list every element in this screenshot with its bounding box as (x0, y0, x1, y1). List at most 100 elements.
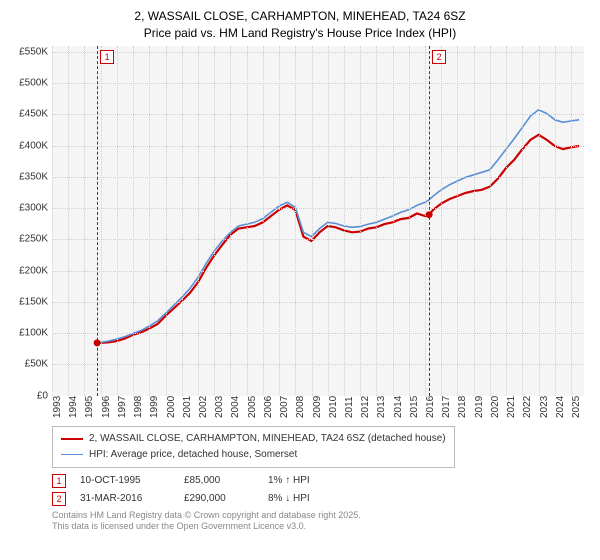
sale-row: 231-MAR-2016£290,0008% ↓ HPI (52, 492, 592, 506)
gridline-v (133, 46, 134, 396)
x-axis: 1993199419951996199719981999200020012002… (52, 396, 584, 420)
gridline-v (328, 46, 329, 396)
sale-row-price: £290,000 (184, 493, 254, 504)
gridline-h (52, 239, 584, 240)
x-tick-label: 2012 (360, 395, 371, 417)
gridline-v (555, 46, 556, 396)
sale-row-date: 31-MAR-2016 (80, 493, 170, 504)
x-tick-label: 2016 (425, 395, 436, 417)
gridline-v (506, 46, 507, 396)
legend-swatch (61, 454, 83, 455)
x-tick-label: 2023 (539, 395, 550, 417)
gridline-h (52, 114, 584, 115)
y-tick-label: £300K (19, 203, 48, 214)
x-tick-label: 2009 (312, 395, 323, 417)
gridline-h (52, 146, 584, 147)
legend-label: 2, WASSAIL CLOSE, CARHAMPTON, MINEHEAD, … (89, 431, 446, 447)
footer-line-2: This data is licensed under the Open Gov… (52, 521, 592, 533)
gridline-v (571, 46, 572, 396)
plot-region: 12 (52, 46, 584, 396)
gridline-v (312, 46, 313, 396)
x-tick-label: 2001 (182, 395, 193, 417)
x-tick-label: 2018 (457, 395, 468, 417)
gridline-v (149, 46, 150, 396)
gridline-v (263, 46, 264, 396)
x-tick-label: 2008 (295, 395, 306, 417)
sale-row-date: 10-OCT-1995 (80, 475, 170, 486)
x-tick-label: 2013 (376, 395, 387, 417)
chart-area: £0 £50K £100K £150K £200K £250K £300K £350K £400… (8, 46, 592, 420)
x-tick-label: 1997 (117, 395, 128, 417)
gridline-v (68, 46, 69, 396)
title-line-1: 2, WASSAIL CLOSE, CARHAMPTON, MINEHEAD, … (8, 8, 592, 25)
gridline-v (84, 46, 85, 396)
chart-container: 2, WASSAIL CLOSE, CARHAMPTON, MINEHEAD, … (0, 0, 600, 560)
gridline-v (101, 46, 102, 396)
gridline-v (441, 46, 442, 396)
y-axis: £0£50K£100K£150K£200K£250K£300K£350K£400… (8, 46, 52, 396)
y-tick-label: £0 (37, 390, 48, 401)
x-tick-label: 1994 (68, 395, 79, 417)
y-tick-label: £150K (19, 296, 48, 307)
x-tick-label: 2010 (328, 395, 339, 417)
y-tick-label: £50K (25, 359, 48, 370)
x-tick-label: 2003 (214, 395, 225, 417)
gridline-v (393, 46, 394, 396)
gridline-v (230, 46, 231, 396)
y-tick-label: £200K (19, 265, 48, 276)
x-tick-label: 1996 (101, 395, 112, 417)
gridline-h (52, 302, 584, 303)
sale-marker-line (429, 46, 430, 396)
y-tick-label: £500K (19, 78, 48, 89)
x-tick-label: 2007 (279, 395, 290, 417)
x-tick-label: 1998 (133, 395, 144, 417)
sale-row-marker: 2 (52, 492, 66, 506)
y-tick-label: £350K (19, 171, 48, 182)
legend-label: HPI: Average price, detached house, Some… (89, 447, 297, 463)
gridline-v (474, 46, 475, 396)
gridline-v (360, 46, 361, 396)
x-tick-label: 1999 (149, 395, 160, 417)
y-tick-label: £100K (19, 328, 48, 339)
x-tick-label: 2022 (522, 395, 533, 417)
sale-row: 1 10-OCT-1995 £85,000 1% ↑ HPI (52, 474, 592, 488)
y-tick-label: £550K (19, 46, 48, 57)
sale-row-price: £85,000 (184, 475, 254, 486)
y-tick-label: £400K (19, 140, 48, 151)
chart-title: 2, WASSAIL CLOSE, CARHAMPTON, MINEHEAD, … (8, 8, 592, 42)
x-tick-label: 2005 (247, 395, 258, 417)
sale-row-marker: 1 (52, 474, 66, 488)
gridline-v (539, 46, 540, 396)
gridline-h (52, 208, 584, 209)
x-tick-label: 2011 (344, 396, 355, 418)
y-tick-label: £450K (19, 109, 48, 120)
x-tick-label: 1993 (52, 395, 63, 417)
gridline-v (344, 46, 345, 396)
gridline-v (490, 46, 491, 396)
gridline-v (198, 46, 199, 396)
gridline-h (52, 52, 584, 53)
sale-marker-label: 2 (432, 50, 446, 64)
gridline-h (52, 271, 584, 272)
x-tick-label: 2024 (555, 395, 566, 417)
x-tick-label: 2002 (198, 395, 209, 417)
gridline-v (182, 46, 183, 396)
gridline-v (409, 46, 410, 396)
gridline-v (376, 46, 377, 396)
x-tick-label: 2004 (230, 395, 241, 417)
x-tick-label: 2020 (490, 395, 501, 417)
title-line-2: Price paid vs. HM Land Registry's House … (8, 25, 592, 42)
legend-item: HPI: Average price, detached house, Some… (61, 447, 446, 463)
gridline-v (279, 46, 280, 396)
gridline-v (522, 46, 523, 396)
gridline-h (52, 333, 584, 334)
y-tick-label: £250K (19, 234, 48, 245)
legend-item: 2, WASSAIL CLOSE, CARHAMPTON, MINEHEAD, … (61, 431, 446, 447)
gridline-v (117, 46, 118, 396)
x-tick-label: 2015 (409, 395, 420, 417)
sale-row-pct: 1% ↑ HPI (268, 475, 358, 486)
gridline-v (166, 46, 167, 396)
gridline-v (214, 46, 215, 396)
gridline-v (457, 46, 458, 396)
footer-line-1: Contains HM Land Registry data © Crown c… (52, 510, 592, 522)
